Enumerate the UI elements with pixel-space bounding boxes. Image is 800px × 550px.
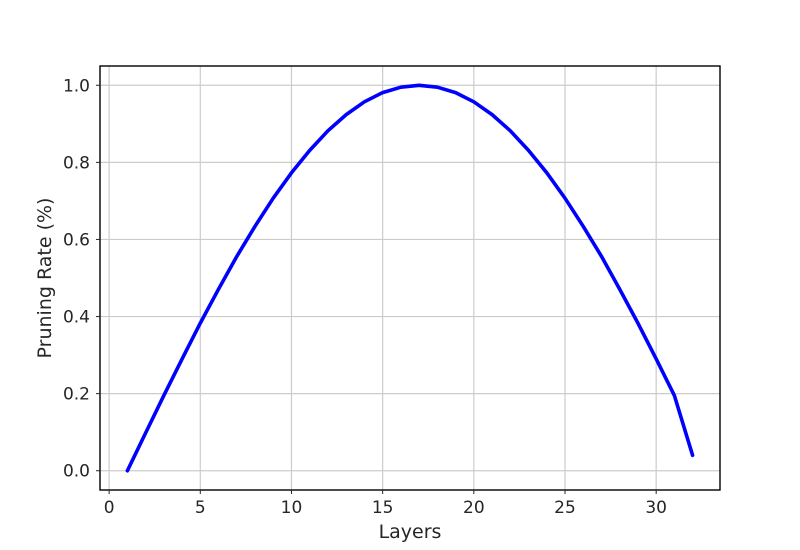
x-tick-label: 15 [372, 498, 394, 518]
x-tick-label: 10 [281, 498, 303, 518]
x-tick-label: 25 [554, 498, 576, 518]
x-axis: 0 5 10 15 20 25 30 [104, 490, 667, 518]
grid [100, 66, 720, 490]
x-tick-label: 30 [645, 498, 667, 518]
y-tick-label: 0.0 [63, 462, 90, 482]
y-tick-label: 0.8 [63, 153, 90, 173]
x-tick-label: 20 [463, 498, 485, 518]
series-line [125, 83, 695, 473]
y-tick-label: 0.6 [63, 230, 90, 250]
series-layer [125, 83, 695, 473]
plot-frame [99, 65, 721, 491]
y-tick-label: 0.2 [63, 385, 90, 405]
y-axis-label: Pruning Rate (%) [34, 198, 56, 359]
y-tick-label: 1.0 [63, 76, 90, 96]
y-tick-label: 0.4 [63, 308, 90, 328]
x-tick-label: 0 [104, 498, 115, 518]
x-tick-label: 5 [195, 498, 206, 518]
y-axis: 0.0 0.2 0.4 0.6 0.8 1.0 [63, 76, 100, 482]
x-axis-label: Layers [379, 521, 442, 543]
